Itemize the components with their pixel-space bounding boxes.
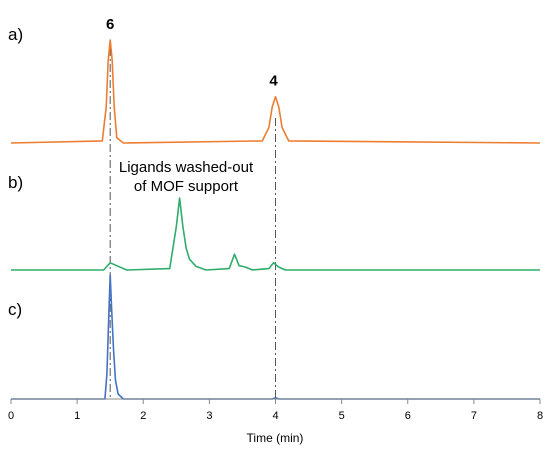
series-line <box>10 39 541 144</box>
panel-label: c) <box>8 300 22 319</box>
x-tick-label: 5 <box>339 410 345 422</box>
x-axis: 0 1 2 3 4 5 6 7 8 Time (min) <box>8 398 543 445</box>
x-tick-label: 1 <box>74 410 80 422</box>
annotation-text: of MOF support <box>134 178 239 195</box>
panel-label: b) <box>8 173 23 192</box>
series-layer <box>10 39 541 400</box>
x-tick-label: 7 <box>471 410 477 422</box>
x-tick-label: 4 <box>272 410 278 422</box>
peak-label: 4 <box>269 73 278 90</box>
x-tick-label: 3 <box>206 410 212 422</box>
x-axis-title: Time (min) <box>247 431 304 445</box>
x-tick-label: 2 <box>140 410 146 422</box>
labels-layer: a) 6 4 b) Ligands washed-out of MOF support c) <box>8 16 278 319</box>
reference-lines <box>109 48 276 399</box>
x-tick-label: 0 <box>8 410 14 422</box>
series-line <box>11 274 540 400</box>
panel-label: a) <box>8 25 23 44</box>
peak-label: 6 <box>106 16 114 33</box>
x-tick-label: 6 <box>405 410 411 422</box>
x-tick-label: 8 <box>537 410 543 422</box>
annotation-text: Ligands washed-out <box>119 159 254 176</box>
series-line <box>11 197 540 271</box>
